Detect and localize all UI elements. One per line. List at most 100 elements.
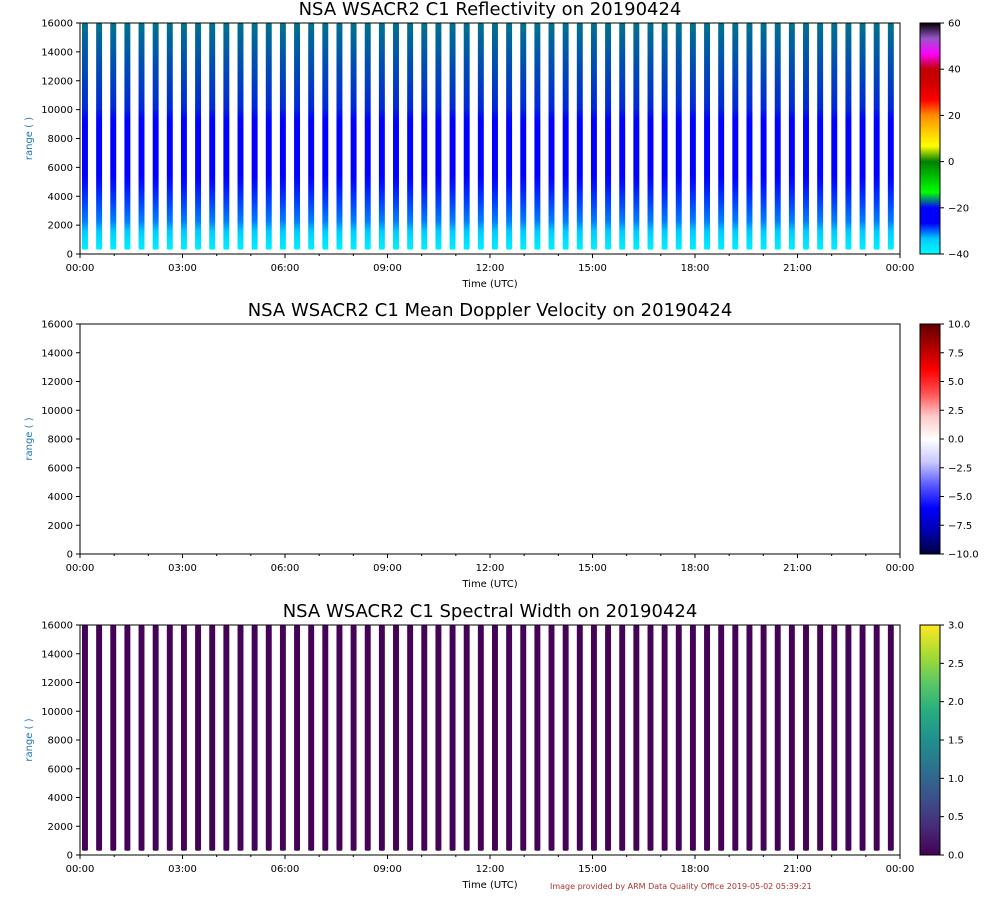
scan-column (96, 23, 103, 250)
x-tick-label: 00:00 (886, 263, 915, 274)
colorbar-tick-label: 2.0 (948, 697, 964, 708)
x-tick-label: 21:00 (783, 864, 812, 875)
scan-column (336, 324, 343, 550)
colorbar-tick-label: 10.0 (948, 320, 970, 331)
scan-column (364, 23, 371, 250)
x-tick-label: 09:00 (373, 263, 402, 274)
scan-column (562, 625, 569, 851)
y-tick-label: 12000 (41, 76, 73, 87)
scan-column (689, 324, 696, 550)
y-tick-label: 14000 (41, 348, 73, 359)
scan-column (308, 23, 315, 250)
y-tick-label: 2000 (48, 822, 73, 833)
scan-column (788, 324, 795, 550)
scan-column (562, 23, 569, 250)
scan-column (378, 625, 385, 851)
chart-panel-1: 0 2000 4000 6000 8000 10000 12000 14000 16000 00:… (24, 0, 969, 290)
x-tick-label: 21:00 (783, 563, 812, 574)
scan-column (124, 324, 131, 550)
scan-column (251, 625, 258, 851)
x-tick-label: 12:00 (476, 563, 505, 574)
y-tick-label: 10000 (41, 406, 73, 417)
scan-column (138, 324, 145, 550)
y-tick-label: 14000 (41, 649, 73, 660)
colorbar-tick-label: 0.5 (948, 812, 964, 823)
y-tick-label: 6000 (48, 163, 73, 174)
scan-column (322, 625, 329, 851)
scan-column (506, 625, 513, 851)
x-tick-label: 03:00 (168, 563, 197, 574)
scan-column (223, 23, 230, 250)
scan-column (336, 23, 343, 250)
x-tick-label: 00:00 (66, 263, 95, 274)
scan-column (180, 23, 187, 250)
scan-column (322, 23, 329, 250)
colorbar-tick-label: 1.0 (948, 774, 964, 785)
scan-column (237, 23, 244, 250)
scan-column (760, 324, 767, 550)
y-axis-label: range ( ) (24, 718, 35, 761)
x-tick-label: 12:00 (476, 263, 505, 274)
scan-column (407, 625, 414, 851)
scan-column (732, 324, 739, 550)
scan-column (576, 625, 583, 851)
colorbar-tick-label: −10.0 (948, 550, 979, 561)
scan-column (647, 23, 654, 250)
scan-column (492, 625, 498, 851)
scan-column (152, 324, 159, 550)
scan-column (195, 23, 202, 250)
scan-column (576, 23, 583, 250)
scan-column (279, 625, 286, 851)
scan-column (619, 23, 626, 250)
scan-column (788, 625, 795, 851)
scan-column (590, 625, 597, 851)
scan-column (576, 324, 583, 550)
scan-column (223, 625, 230, 851)
scan-column (718, 324, 725, 550)
scan-column (82, 23, 88, 250)
x-tick-label: 00:00 (66, 563, 95, 574)
y-tick-label: 10000 (41, 105, 73, 116)
scan-column (633, 625, 640, 851)
scan-column (534, 324, 541, 550)
x-tick-label: 03:00 (168, 263, 197, 274)
scan-column (166, 23, 173, 250)
y-tick-label: 8000 (48, 134, 73, 145)
x-tick-label: 00:00 (886, 864, 915, 875)
scan-column (152, 23, 159, 250)
scan-column (209, 324, 216, 550)
scan-column (82, 625, 88, 851)
scan-column (393, 324, 399, 550)
scan-column (223, 324, 230, 550)
scan-column (534, 625, 541, 851)
scan-column (562, 324, 569, 550)
scan-column (180, 625, 187, 851)
y-tick-label: 2000 (48, 521, 73, 532)
scan-column (803, 625, 809, 851)
scan-column (605, 625, 612, 851)
scan-column (492, 23, 498, 250)
x-tick-label: 00:00 (66, 864, 95, 875)
colorbar-tick-label: 40 (948, 65, 961, 76)
y-tick-label: 6000 (48, 764, 73, 775)
x-tick-label: 06:00 (271, 263, 300, 274)
scan-column (774, 625, 781, 851)
y-tick-label: 0 (67, 550, 73, 561)
scan-column (265, 23, 272, 250)
scan-column (605, 324, 612, 550)
scan-column (364, 625, 371, 851)
y-tick-label: 4000 (48, 192, 73, 203)
scan-column (887, 324, 894, 550)
colorbar-tick-label: −7.5 (948, 521, 972, 532)
scan-column (647, 324, 654, 550)
x-tick-label: 03:00 (168, 864, 197, 875)
x-tick-label: 06:00 (271, 563, 300, 574)
scan-column (859, 23, 866, 250)
colorbar-tick-label: 2.5 (948, 659, 964, 670)
scan-column (308, 324, 315, 550)
scan-column (180, 324, 187, 550)
scan-column (421, 324, 428, 550)
scan-column (520, 324, 527, 550)
scan-column (421, 23, 428, 250)
scan-column (435, 625, 442, 851)
